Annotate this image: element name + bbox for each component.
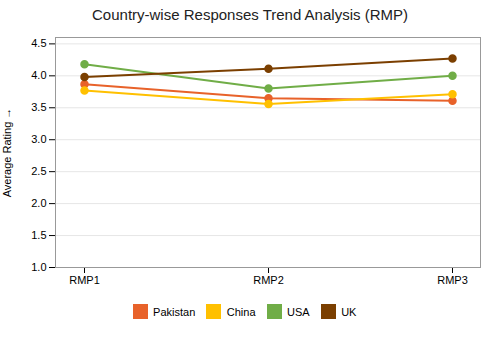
svg-text:RMP2: RMP2 (253, 274, 284, 286)
svg-text:2.0: 2.0 (31, 197, 46, 209)
svg-text:4.0: 4.0 (31, 69, 46, 81)
svg-text:1.5: 1.5 (31, 229, 46, 241)
svg-text:RMP3: RMP3 (437, 274, 468, 286)
html-text:Country-wise Responses Trend A: Country-wise Responses Trend Analysis (R… (92, 6, 408, 23)
svg-text:3.0: 3.0 (31, 133, 46, 145)
svg-text:3.5: 3.5 (31, 101, 46, 113)
svg-text:RMP1: RMP1 (69, 274, 100, 286)
svg-text:1.0: 1.0 (31, 261, 46, 273)
html-text:UK: UK (341, 305, 357, 318)
svg-text:4.5: 4.5 (31, 37, 46, 49)
html-text:Pakistan: Pakistan (153, 305, 196, 318)
svg-text:2.5: 2.5 (31, 165, 46, 177)
html-text:China: China (226, 305, 256, 318)
svg-text:Average Rating →: Average Rating → (1, 108, 13, 198)
html-text:USA: USA (287, 305, 310, 318)
